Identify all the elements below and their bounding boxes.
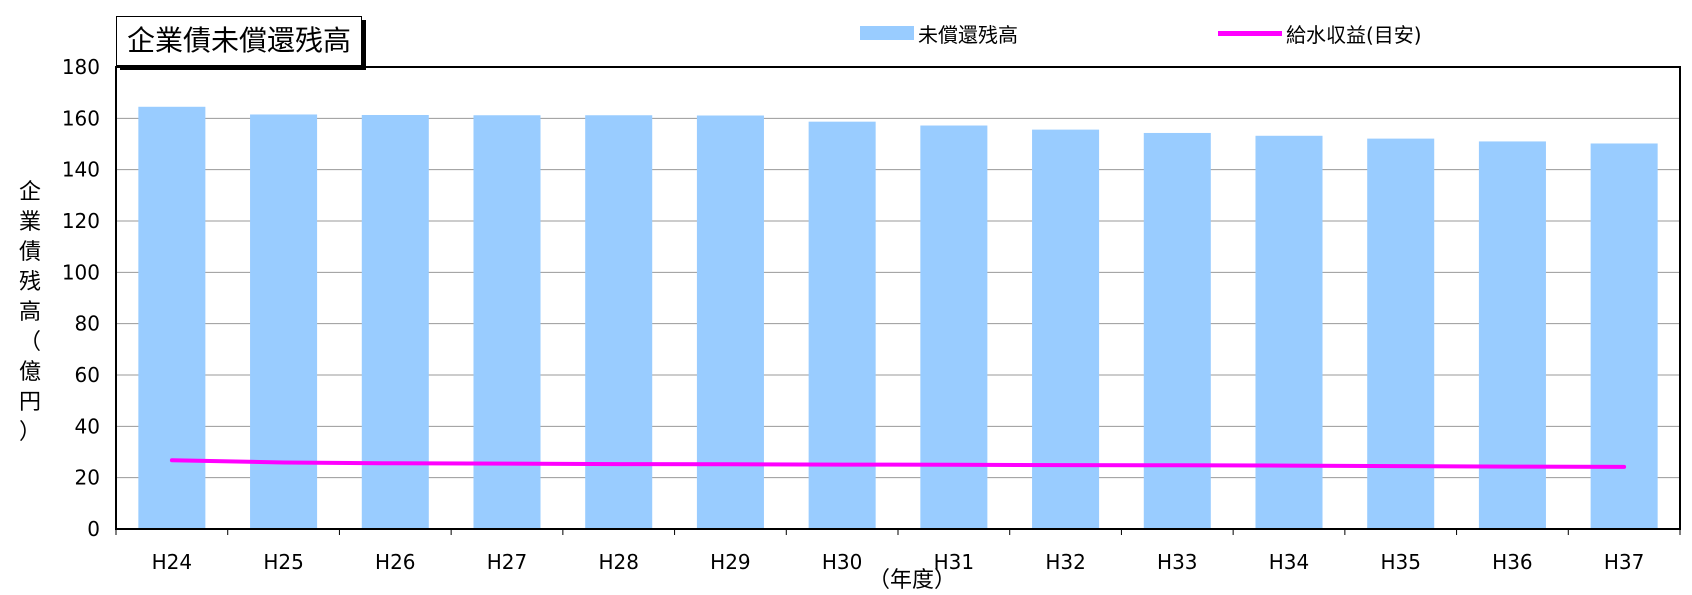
bar xyxy=(250,114,318,529)
bar xyxy=(473,115,541,530)
x-tick-label: H24 xyxy=(152,550,193,574)
legend-label-balance: 未償還残高 xyxy=(918,22,1018,47)
y-tick-label: 80 xyxy=(75,312,100,336)
bar xyxy=(1255,135,1323,529)
x-tick-label: H30 xyxy=(822,550,863,574)
bar xyxy=(1478,141,1546,529)
bar xyxy=(1590,143,1658,529)
x-tick-label: H27 xyxy=(487,550,528,574)
line-series-revenue xyxy=(169,458,1627,469)
y-axis-label-char: 残 xyxy=(18,270,41,295)
y-axis-label-char: （ xyxy=(18,330,41,355)
bar xyxy=(361,114,429,529)
y-tick-label: 60 xyxy=(75,363,100,387)
legend-swatch-bar xyxy=(860,26,914,40)
y-axis-label: 企業債残高 （ 億円 ） xyxy=(16,178,44,448)
legend-swatch-line xyxy=(1218,30,1282,36)
x-axis-label: （年度） xyxy=(868,568,957,593)
bar xyxy=(1367,138,1435,530)
x-tick-label: H29 xyxy=(710,550,751,574)
y-tick-label: 20 xyxy=(75,466,100,490)
bar xyxy=(585,115,653,530)
x-tick-label: H37 xyxy=(1604,550,1645,574)
y-axis-label-char: 億 xyxy=(18,360,41,385)
y-axis-label-char: 円 xyxy=(18,390,41,415)
x-tick-label: H34 xyxy=(1269,550,1310,574)
chart-title: 企業債未償還残高 xyxy=(116,16,363,66)
bar xyxy=(138,106,206,530)
x-tick-label: H35 xyxy=(1380,550,1421,574)
y-axis-label-char: 企 xyxy=(18,180,41,205)
legend-item-balance: 未償還残高 xyxy=(860,18,1018,48)
y-tick-label: 160 xyxy=(62,106,100,130)
legend-item-revenue: 給水収益(目安) xyxy=(1218,18,1422,48)
y-tick-label: 0 xyxy=(87,517,100,541)
x-tick-label: H31 xyxy=(934,550,975,574)
bar xyxy=(920,125,988,530)
bar xyxy=(1143,132,1211,530)
y-axis-label-char: 業 xyxy=(18,210,41,235)
y-tick-label: 140 xyxy=(62,158,100,182)
plot-frame xyxy=(115,66,1681,530)
legend-label-revenue: 給水収益(目安) xyxy=(1286,22,1422,47)
y-tick-label: 180 xyxy=(62,55,100,79)
x-tick-label: H25 xyxy=(263,550,304,574)
y-tick-label: 100 xyxy=(62,260,100,284)
y-axis-label-char: 高 xyxy=(18,300,41,325)
y-tick-label: 40 xyxy=(75,414,100,438)
x-tick-label: H36 xyxy=(1492,550,1533,574)
y-axis-label-char: ） xyxy=(18,420,41,445)
x-tick-label: H26 xyxy=(375,550,416,574)
y-tick-label: 120 xyxy=(62,209,100,233)
x-tick-label: H28 xyxy=(598,550,639,574)
bar xyxy=(696,115,764,529)
x-tick-label: H32 xyxy=(1045,550,1086,574)
x-tick-label: H33 xyxy=(1157,550,1198,574)
bar xyxy=(808,121,876,530)
y-axis-label-char: 債 xyxy=(18,240,41,265)
bar xyxy=(1032,129,1100,530)
